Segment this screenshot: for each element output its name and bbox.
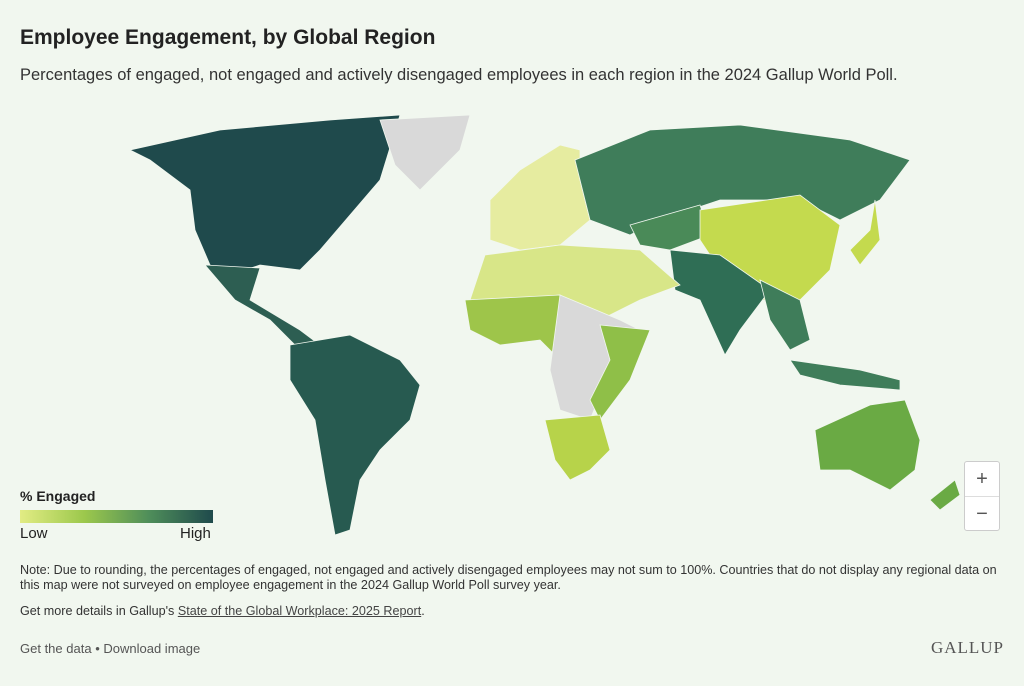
legend-high: High [180, 525, 211, 542]
details-prefix: Get more details in Gallup's [20, 604, 175, 618]
north-america [128, 114, 401, 276]
world-map [128, 114, 961, 536]
zoom-control: + − [964, 461, 1000, 531]
subtitle: Percentages of engaged, not engaged and … [20, 66, 898, 84]
title: Employee Engagement, by Global Region [20, 26, 436, 49]
south-asia [669, 249, 771, 356]
new-zealand [929, 479, 961, 511]
details: Get more details in Gallup's State of th… [20, 604, 425, 618]
zoom-in[interactable]: + [965, 462, 999, 497]
australia [814, 399, 921, 491]
note: Note: Due to rounding, the percentages o… [20, 563, 997, 592]
south-america [289, 334, 421, 536]
zoom-out[interactable]: − [976, 503, 988, 525]
get-data[interactable]: Get the data [20, 641, 92, 656]
separator: • [95, 641, 100, 656]
southeast-asia [759, 279, 811, 351]
download-image[interactable]: Download image [103, 641, 201, 656]
legend-low: Low [20, 525, 48, 542]
indonesia [789, 359, 901, 391]
russia [574, 124, 911, 236]
central-america [204, 264, 321, 351]
central-asia [629, 204, 711, 251]
greenland [379, 114, 471, 191]
footer: Get the data • Download image [20, 641, 200, 656]
logo: GALLUP [930, 638, 1004, 657]
details-suffix: . [421, 604, 425, 618]
legend-title: % Engaged [20, 488, 96, 504]
southern-africa [544, 414, 611, 481]
japan [849, 199, 881, 266]
report-link[interactable]: State of the Global Workplace: 2025 Repo… [177, 604, 422, 618]
legend-gradient [20, 510, 213, 523]
